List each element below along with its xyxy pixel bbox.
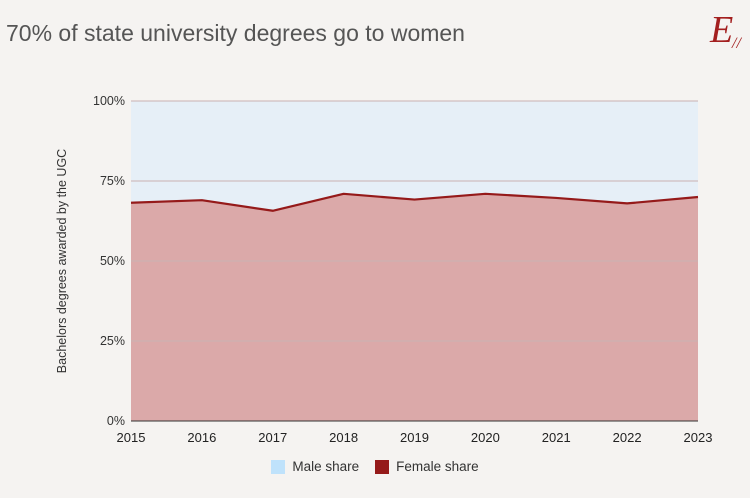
x-tick-label: 2018	[329, 430, 358, 445]
legend-label-female: Female share	[396, 459, 479, 474]
y-tick-label: 0%	[107, 414, 125, 428]
female-share-area	[131, 193, 698, 421]
female-share-line	[130, 192, 699, 212]
legend-swatch-male	[271, 459, 286, 474]
y-tick-label: 50%	[100, 254, 125, 268]
svg-text://: //	[731, 35, 742, 52]
x-tick-label: 2020	[471, 430, 500, 445]
legend-item-male[interactable]: Male share	[271, 459, 359, 474]
x-tick-label: 2019	[400, 430, 429, 445]
y-axis-label: Bachelors degrees awarded by the UGC	[55, 149, 69, 373]
svg-text:E: E	[709, 9, 733, 51]
brand-logo: E //	[709, 9, 742, 52]
y-tick-label: 75%	[100, 174, 125, 188]
x-tick-label: 2021	[542, 430, 571, 445]
x-tick-label: 2015	[117, 430, 146, 445]
x-tick-label: 2016	[187, 430, 216, 445]
legend-item-female[interactable]: Female share	[375, 459, 479, 474]
x-tick-label: 2017	[258, 430, 287, 445]
legend: Male share Female share	[0, 459, 750, 474]
y-tick-label: 100%	[93, 94, 125, 108]
x-tick-label: 2022	[613, 430, 642, 445]
male-share-area	[131, 101, 698, 211]
legend-label-male: Male share	[292, 459, 360, 474]
chart-title: 70% of state university degrees go to wo…	[6, 20, 465, 46]
legend-swatch-female	[375, 459, 390, 474]
y-tick-label: 25%	[100, 334, 125, 348]
x-tick-label: 2023	[684, 430, 713, 445]
